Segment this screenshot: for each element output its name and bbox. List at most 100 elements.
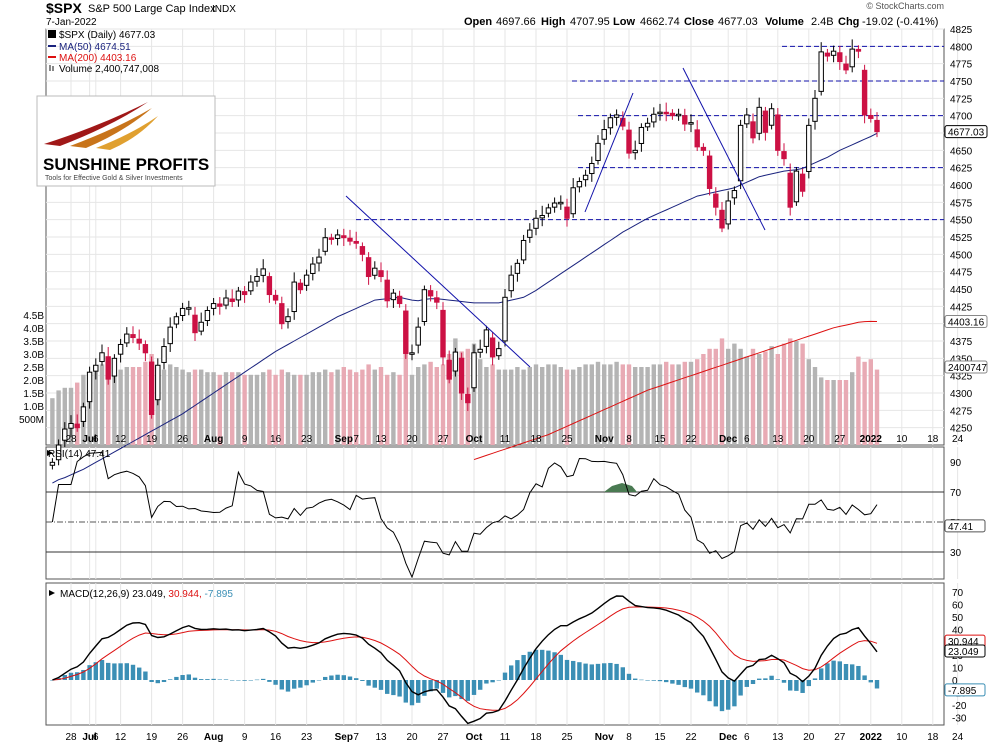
date-tick-label: 6 [93, 434, 99, 445]
macd-histogram-bar [397, 680, 402, 697]
macd-panel [45, 582, 945, 726]
macd-histogram-bar [583, 663, 588, 680]
volume-bar [868, 359, 873, 445]
volume-bar [347, 369, 353, 445]
volume-bar [781, 343, 787, 445]
macd-histogram-bar [515, 660, 520, 680]
price-tick-label: 4525 [950, 233, 973, 244]
volume-bar [453, 338, 458, 445]
macd-histogram-bar [372, 680, 377, 688]
volume-bar [372, 369, 377, 445]
date-tick-label: 10 [896, 434, 908, 445]
candle-body [465, 393, 471, 404]
volume-bar [831, 380, 836, 445]
volume-bar [174, 367, 179, 445]
date-tick-label: 9 [242, 434, 248, 445]
date-tick-label: Oct [466, 434, 483, 445]
macd-histogram-bar [273, 680, 278, 685]
macd-histogram-bar [788, 680, 793, 691]
volume-bar [515, 367, 520, 445]
date-tick-label: 23 [301, 732, 313, 743]
symbol: $SPX [46, 0, 82, 16]
date-tick-label: 9 [242, 732, 248, 743]
macd-histogram-bar [490, 680, 495, 683]
candle-body [775, 114, 781, 151]
macd-histogram-bar [298, 680, 303, 688]
macd-tick-label: 0 [952, 676, 958, 687]
volume-bar [298, 374, 303, 445]
volume-bar [316, 372, 322, 445]
volume-bar [546, 364, 551, 445]
volume-bar [447, 354, 452, 445]
volume-bar [205, 372, 210, 445]
macd-histogram-bar [819, 668, 824, 680]
macd-histogram-bar [527, 651, 532, 680]
volume-bar [168, 364, 173, 445]
candle-body [458, 357, 465, 394]
volume-bar [738, 348, 743, 445]
candle-body [651, 113, 657, 123]
watermark: © StockCharts.com [866, 1, 944, 11]
candle-body [750, 121, 756, 139]
ohlc-readout: Open 4697.66 High 4707.95 Low 4662.74 Cl… [464, 16, 938, 28]
trend-line [345, 195, 531, 368]
volume-bar [124, 367, 129, 445]
ma200-legend-label: MA(200) 4403.16 [59, 53, 137, 64]
price-tick-label: 4300 [950, 389, 973, 400]
date-tick-label: 13 [772, 732, 784, 743]
volume-bar [397, 374, 402, 445]
macd-legend-params: MACD(12,26,9) 23.049, [60, 589, 168, 600]
volume-bar [664, 361, 669, 445]
date-tick-label: Dec [719, 434, 738, 445]
price-badge: 4677.03 [948, 128, 985, 139]
logo-ray-1 [44, 102, 148, 146]
volume-axis: 500M 1.0B 1.5B 2.0B 2.5B 3.0B 3.5B 4.0B 4.5B [19, 311, 44, 426]
candle-body [409, 352, 415, 355]
date-tick-label: 18 [530, 732, 542, 743]
date-tick-label: Nov [595, 732, 614, 743]
candle-body [223, 297, 229, 306]
macd-histogram-bar [812, 678, 818, 680]
macd-histogram-bar [682, 680, 687, 688]
volume-tick-label: 3.0B [23, 350, 44, 361]
volume-bar [56, 390, 61, 445]
macd-histogram-bar [347, 676, 353, 680]
macd-histogram-bar [261, 678, 266, 680]
candle-body [638, 126, 645, 144]
candle-body [632, 149, 638, 154]
volume-bar [695, 359, 700, 445]
date-tick-label: 8 [626, 732, 632, 743]
candle-body [130, 334, 136, 339]
macd-histogram-bar [236, 680, 241, 681]
volume-bar [192, 369, 198, 445]
price-tick-label: 4775 [950, 60, 973, 71]
price-tick-label: 4800 [950, 42, 973, 53]
date-tick-label: Dec [719, 732, 738, 743]
macd-histogram-bar [589, 664, 594, 680]
volume-bar [434, 367, 439, 445]
volume-bar [719, 338, 725, 445]
candle-body [279, 303, 285, 325]
volume-bar [112, 369, 117, 445]
macd-histogram-bar [763, 678, 768, 680]
volume-bar [75, 382, 80, 445]
candle-body [403, 310, 409, 354]
chg-value: -19.02 (-0.41%) [862, 16, 938, 28]
logo-tagline: Tools for Effective Gold & Silver Invest… [45, 175, 183, 182]
candle-body [359, 246, 366, 255]
candle-body [248, 281, 254, 292]
macd-histogram-bar [87, 665, 92, 680]
macd-histogram-bar [757, 678, 762, 680]
candle-body [824, 52, 831, 57]
candle-body [812, 97, 818, 122]
date-tick-label: Sep [335, 732, 353, 743]
macd-histogram-bar [360, 680, 365, 681]
volume-bar [186, 372, 191, 445]
volume-bar [422, 364, 427, 445]
close-value: 4677.03 [718, 16, 758, 28]
macd-histogram-bar [707, 680, 712, 702]
candle-body [365, 257, 372, 278]
date-tick-label: 27 [437, 434, 449, 445]
candle-body [378, 270, 384, 278]
logo-ray-2 [70, 108, 152, 148]
